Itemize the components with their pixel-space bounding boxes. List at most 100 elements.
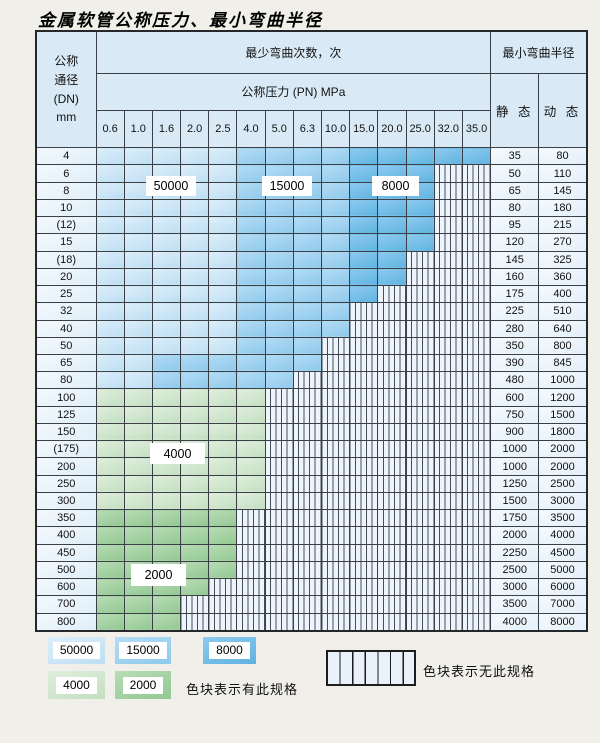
no-spec-cell (349, 595, 379, 614)
spec-cell-15000 (320, 164, 351, 183)
spec-cell-15000 (292, 336, 323, 355)
spec-cell-4000 (180, 422, 210, 442)
spec-cell-4000 (95, 491, 125, 511)
spec-cell-15000 (236, 267, 266, 287)
no-spec-cell (405, 250, 435, 269)
spec-cell-15000 (320, 267, 351, 287)
no-spec-cell (349, 388, 379, 407)
static-radius-cell: 900 (490, 422, 540, 442)
spec-cell-15000 (264, 336, 294, 355)
spec-cell-15000 (320, 181, 351, 200)
no-spec-cell (264, 388, 294, 407)
spec-cell-4000 (95, 405, 125, 424)
spec-cell-50000 (151, 285, 182, 304)
no-spec-cell (461, 198, 492, 218)
spec-cell-2000 (123, 526, 153, 545)
static-radius-cell: 480 (490, 371, 540, 390)
no-spec-cell (433, 302, 463, 321)
no-spec-cell (405, 353, 435, 373)
no-spec-cell (349, 422, 379, 442)
dynamic-radius-cell: 110 (538, 164, 588, 183)
spec-cell-50000 (95, 285, 125, 304)
dn-cell: 300 (35, 491, 97, 511)
no-spec-cell (461, 250, 492, 269)
no-spec-cell (349, 371, 379, 390)
no-spec-cell (461, 319, 492, 338)
dynamic-radius-cell: 360 (538, 267, 588, 287)
no-spec-cell (433, 474, 463, 493)
dn-header-line: mm (56, 110, 77, 125)
spec-cell-15000 (320, 216, 351, 235)
spec-cell-50000 (180, 198, 210, 218)
no-spec-cell (377, 595, 407, 614)
table-row: 20 160 360 (35, 267, 588, 287)
table-row: 25 175 400 (35, 285, 588, 304)
no-spec-cell (461, 543, 492, 562)
no-spec-cell (461, 560, 492, 580)
no-spec-cell (349, 336, 379, 355)
legend-swatch-label: 50000 (52, 642, 101, 659)
no-spec-cell (208, 578, 238, 597)
no-spec-cell (264, 578, 294, 597)
spec-cell-4000 (208, 474, 238, 493)
dn-header-line: (DN) (53, 91, 79, 106)
table-row: (18) 145 325 (35, 250, 588, 269)
spec-cell-4000 (236, 422, 266, 442)
no-spec-cell (405, 578, 435, 597)
spec-cell-50000 (180, 250, 210, 269)
no-spec-cell (461, 474, 492, 493)
dn-header-line: 通径 (54, 72, 79, 87)
pressure-col-header: 32.0 (433, 110, 463, 149)
table-row: 80 480 1000 (35, 371, 588, 390)
no-spec-cell (461, 388, 492, 407)
no-spec-cell (405, 526, 435, 545)
no-spec-cell (349, 560, 379, 580)
dynamic-radius-cell: 400 (538, 285, 588, 304)
table-row: 200 1000 2000 (35, 457, 588, 476)
no-spec-cell (292, 526, 323, 545)
table-row: 800 4000 8000 (35, 612, 588, 632)
spec-table: 公称 通径 (DN) mm 最少弯曲次数，次 最小弯曲半径 公称压力 (PN) … (35, 30, 588, 632)
no-spec-cell (461, 371, 492, 390)
dn-cell: 200 (35, 457, 97, 476)
no-spec-cell (320, 371, 351, 390)
dynamic-radius-cell: 325 (538, 250, 588, 269)
spec-cell-15000 (180, 353, 210, 373)
spec-cell-2000 (95, 612, 125, 632)
no-spec-cell (349, 405, 379, 424)
spec-cell-2000 (151, 509, 182, 528)
no-spec-cell (236, 560, 266, 580)
static-radius-cell: 65 (490, 181, 540, 200)
no-spec-cell (292, 543, 323, 562)
spec-cell-4000 (123, 474, 153, 493)
spec-cell-4000 (123, 491, 153, 511)
no-spec-cell (405, 336, 435, 355)
no-spec-cell (461, 302, 492, 321)
no-spec-cell (349, 491, 379, 511)
no-spec-cell (320, 509, 351, 528)
dynamic-radius-cell: 845 (538, 353, 588, 373)
spec-cell-4000 (236, 440, 266, 459)
static-radius-cell: 3000 (490, 578, 540, 597)
no-spec-cell (461, 267, 492, 287)
dn-cell: 50 (35, 336, 97, 355)
pressure-values-row: 0.6 1.0 1.6 2.0 2.5 4.0 5.0 6.3 10.0 15.0 20.0 25.0… (36, 110, 587, 149)
spec-cell-15000 (264, 319, 294, 338)
has-spec-note: 色块表示有此规格 (186, 682, 299, 697)
no-spec-cell (461, 285, 492, 304)
spec-cell-8000 (349, 181, 379, 200)
spec-cell-4000 (208, 440, 238, 459)
spec-cell-50000 (95, 250, 125, 269)
spec-cell-15000 (264, 353, 294, 373)
no-spec-cell (433, 250, 463, 269)
spec-cell-2000 (151, 612, 182, 632)
spec-cell-2000 (151, 595, 182, 614)
no-spec-cell (292, 422, 323, 442)
spec-cell-50000 (151, 319, 182, 338)
spec-cell-15000 (292, 233, 323, 252)
no-spec-cell (433, 457, 463, 476)
spec-cell-2000 (208, 509, 238, 528)
no-spec-cell (320, 336, 351, 355)
no-spec-cell (377, 336, 407, 355)
spec-cell-15000 (320, 285, 351, 304)
